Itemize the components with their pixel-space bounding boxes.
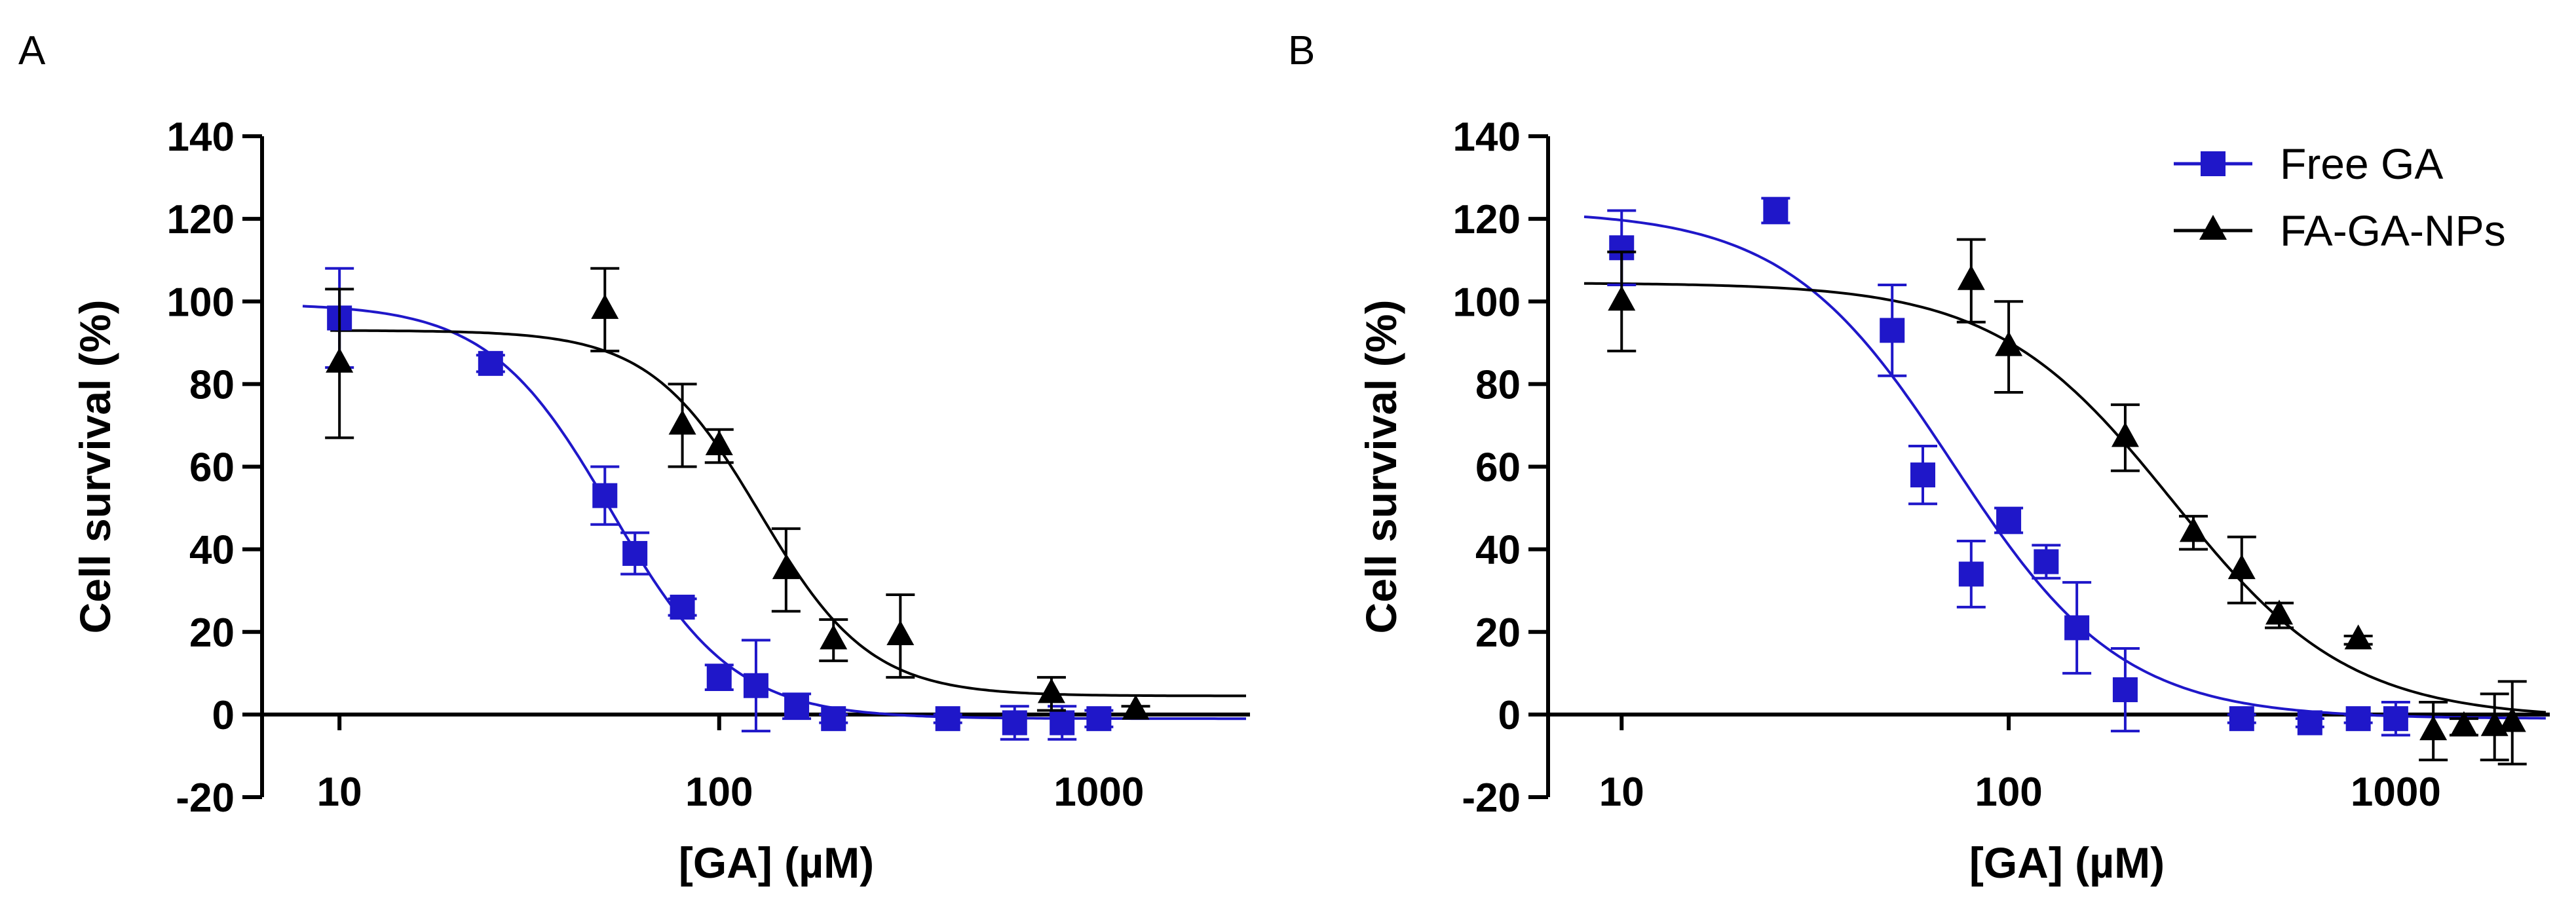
y-axis-title: Cell survival (%) <box>71 300 119 634</box>
data-point-free-ga <box>743 673 768 698</box>
fit-curve-fa-ga-nps <box>330 329 1246 698</box>
y-tick-label: 40 <box>1475 528 1521 573</box>
data-point-free-ga <box>2297 710 2322 736</box>
y-tick-label: 20 <box>1475 610 1521 656</box>
data-point-fa-ga-nps <box>1608 286 1636 311</box>
data-point-fa-ga-nps <box>1122 694 1150 720</box>
data-point-fa-ga-nps <box>326 347 354 373</box>
data-point-fa-ga-nps <box>1037 678 1065 703</box>
data-point-fa-ga-nps <box>2179 517 2207 542</box>
legend: Free GA FA-GA-NPs <box>2174 140 2506 255</box>
y-tick-label: 100 <box>1453 280 1521 325</box>
y-tick-label: 60 <box>1475 445 1521 491</box>
y-tick-label: 0 <box>212 693 235 738</box>
panel-b: B -20 0 20 40 60 80 100 120 140 10 100 1000 [GA] (µM)… <box>1288 28 2550 887</box>
data-point-free-ga <box>1958 561 1984 587</box>
data-point-free-ga <box>2229 706 2254 732</box>
data-point-free-ga <box>821 706 846 732</box>
data-point-free-ga <box>935 706 960 732</box>
panel-label: B <box>1288 28 1315 73</box>
fit-curve-free-ga <box>1583 215 2546 720</box>
fit-curve-fa-ga-nps <box>1583 282 2547 714</box>
legend-marker-fa-ga-nps <box>2199 215 2227 240</box>
data-point-free-ga <box>2064 615 2090 641</box>
data-point-free-ga <box>2112 677 2138 703</box>
data-point-fa-ga-nps <box>705 430 733 455</box>
data-point-free-ga <box>2383 706 2408 732</box>
fit-curve-free-ga <box>302 305 1246 720</box>
y-tick-label: 60 <box>189 445 235 491</box>
data-point-fa-ga-nps <box>2227 554 2256 580</box>
y-tick-label: 140 <box>1453 115 1521 160</box>
data-point-free-ga <box>1763 198 1789 223</box>
data-point-fa-ga-nps <box>2265 599 2294 625</box>
data-point-fa-ga-nps <box>2344 624 2372 650</box>
data-point-fa-ga-nps <box>1995 331 2023 356</box>
data-point-free-ga <box>2034 549 2059 574</box>
x-tick-label: 10 <box>317 770 362 815</box>
data-point-free-ga <box>1002 710 1027 736</box>
x-axis-title: [GA] (µM) <box>1969 838 2165 887</box>
y-tick-label: -20 <box>1462 776 1521 821</box>
y-tick-label: 120 <box>1453 197 1521 242</box>
x-tick-label: 1000 <box>2351 770 2441 815</box>
panel-label: A <box>18 28 46 73</box>
data-point-free-ga <box>2345 706 2371 732</box>
data-point-fa-ga-nps <box>668 409 696 435</box>
y-tick-label: 80 <box>1475 362 1521 407</box>
data-point-free-ga <box>622 540 648 566</box>
data-point-fa-ga-nps <box>772 554 800 580</box>
data-point-fa-ga-nps <box>820 624 848 650</box>
data-point-free-ga <box>592 483 618 508</box>
y-tick-label: -20 <box>176 776 235 821</box>
data-point-free-ga <box>1996 508 2022 533</box>
data-point-fa-ga-nps <box>1957 265 1985 290</box>
data-point-free-ga <box>1880 318 1905 343</box>
x-tick-label: 1000 <box>1053 770 1144 815</box>
data-point-free-ga <box>784 694 810 719</box>
legend-label-free-ga: Free GA <box>2280 140 2443 188</box>
y-tick-label: 80 <box>189 362 235 407</box>
y-tick-label: 120 <box>167 197 235 242</box>
data-point-fa-ga-nps <box>591 293 619 319</box>
y-tick-label: 40 <box>189 528 235 573</box>
data-point-fa-ga-nps <box>2498 707 2526 732</box>
data-point-fa-ga-nps <box>886 620 915 646</box>
data-point-fa-ga-nps <box>2450 711 2478 736</box>
y-tick-label: 140 <box>167 115 235 160</box>
y-axis-title: Cell survival (%) <box>1357 300 1405 634</box>
data-point-fa-ga-nps <box>2419 715 2448 741</box>
data-point-free-ga <box>706 665 732 690</box>
data-point-free-ga <box>1050 710 1075 736</box>
x-tick-label: 100 <box>685 770 753 815</box>
legend-marker-free-ga <box>2201 151 2226 176</box>
panel-a: A -20 0 20 40 60 80 100 120 140 10 100 1000 [GA] (µM)… <box>18 28 1250 887</box>
legend-label-fa-ga-nps: FA-GA-NPs <box>2280 206 2506 255</box>
x-tick-label: 100 <box>1975 770 2042 815</box>
data-point-free-ga <box>1086 706 1112 732</box>
x-tick-label: 10 <box>1599 770 1644 815</box>
data-point-free-ga <box>1910 462 1936 488</box>
data-point-fa-ga-nps <box>2111 422 2139 447</box>
data-point-free-ga <box>670 594 695 620</box>
x-axis-title: [GA] (µM) <box>679 838 874 887</box>
y-tick-label: 0 <box>1498 693 1521 738</box>
y-tick-label: 100 <box>167 280 235 325</box>
y-tick-label: 20 <box>189 610 235 656</box>
data-point-free-ga <box>478 350 503 376</box>
